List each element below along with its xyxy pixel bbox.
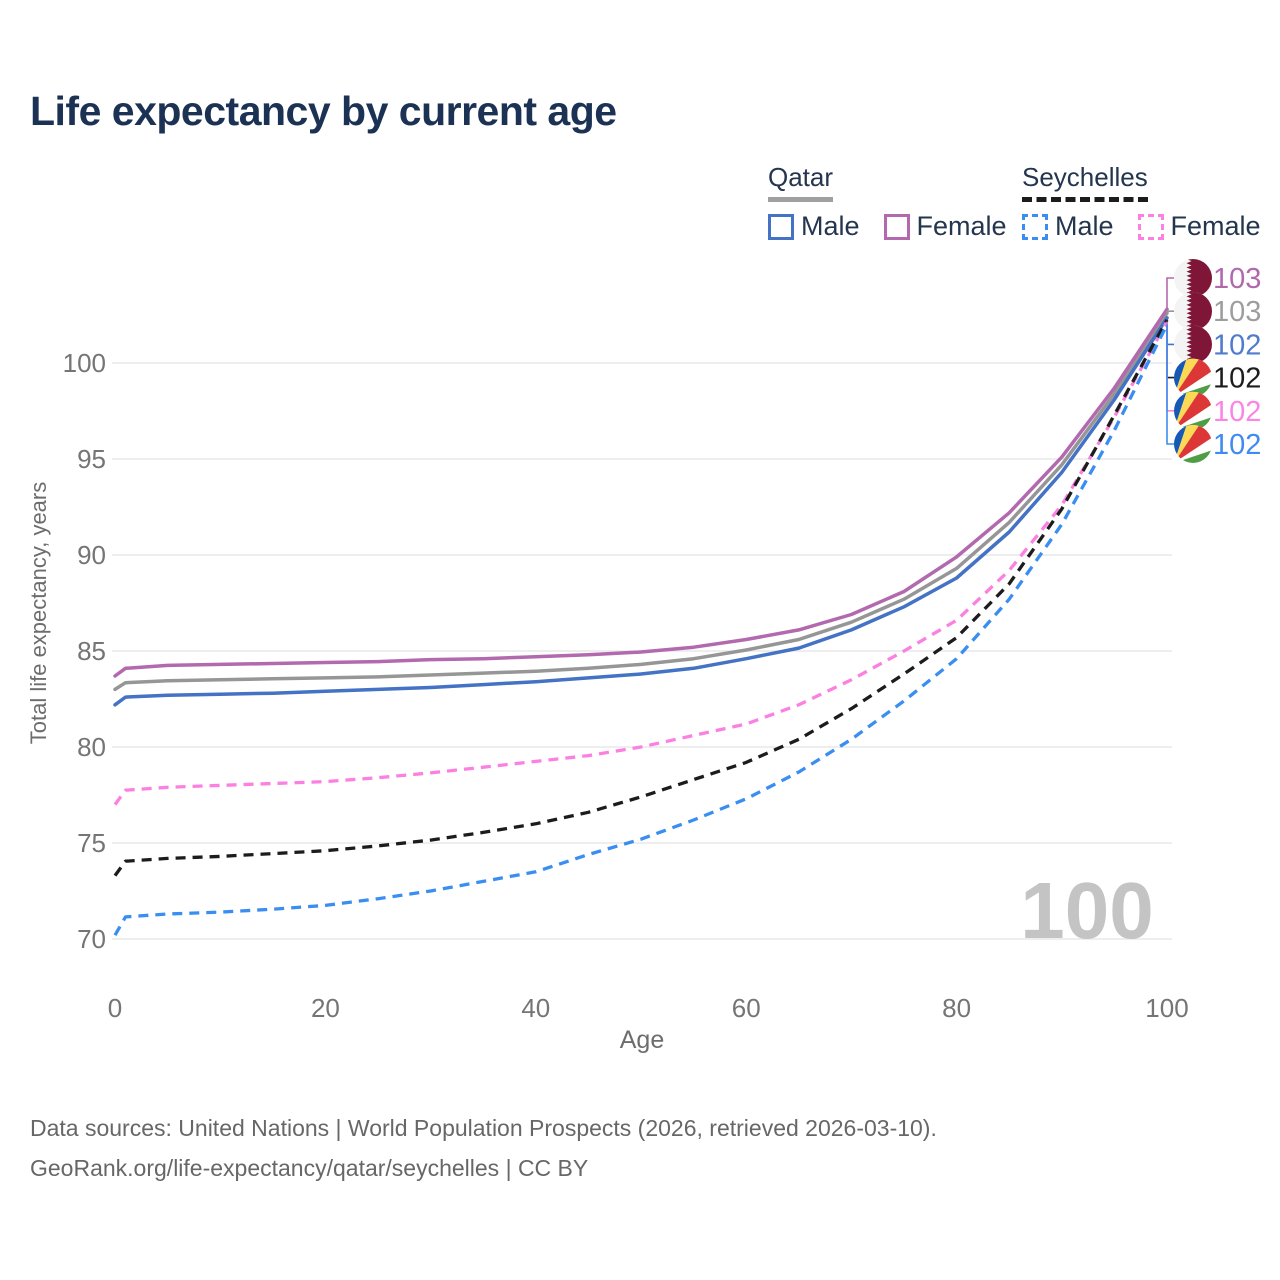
legend-country-qatar: Qatar (768, 162, 834, 202)
x-tick-label: 0 (108, 993, 122, 1023)
end-label-leader-seychelles-male (1166, 324, 1174, 445)
end-label-value-qatar-all: 103 (1213, 296, 1261, 328)
x-tick-label: 20 (311, 993, 340, 1023)
page-title: Life expectancy by current age (30, 88, 617, 134)
x-tick-label: 100 (1145, 993, 1188, 1023)
legend-label-qatar-female: Female (916, 211, 1007, 241)
y-tick-label: 85 (77, 636, 106, 666)
y-tick-label: 95 (77, 444, 106, 474)
legend-country-seychelles: Seychelles (1022, 162, 1148, 202)
seychelles-flag-icon (1174, 392, 1212, 430)
y-tick-label: 90 (77, 540, 106, 570)
y-tick-label: 75 (77, 828, 106, 858)
legend-swatch-qatar-male (768, 213, 794, 240)
series-line-qatar-all (113, 311, 1169, 692)
end-label-leader-seychelles-female (1166, 321, 1174, 412)
end-label-value-seychelles-all: 102 (1213, 363, 1261, 395)
end-label-leader-qatar-all (1166, 310, 1174, 314)
legend-group-seychelles: Seychelles Male Female (1022, 162, 1280, 242)
legend-label-seychelles-female: Female (1170, 211, 1261, 241)
end-label-leader-qatar-female (1166, 277, 1174, 310)
x-tick-label: 40 (521, 993, 550, 1023)
footer-sources: Data sources: United Nations | World Pop… (30, 1115, 937, 1141)
end-label-value-qatar-female: 103 (1213, 263, 1261, 295)
y-axis-title: Total life expectancy, years (26, 482, 51, 745)
legend-label-seychelles-male: Male (1055, 211, 1114, 241)
x-tick-label: 60 (732, 993, 761, 1023)
watermark-age: 100 (1020, 866, 1153, 955)
end-label-leader-seychelles-all (1166, 319, 1174, 379)
x-tick-label: 80 (942, 993, 971, 1023)
legend-swatch-seychelles-male (1022, 213, 1048, 240)
series-line-seychelles-female (113, 320, 1169, 806)
legend-label-qatar-male: Male (801, 211, 860, 241)
qatar-flag-icon (1174, 325, 1212, 363)
legend-swatch-seychelles-female (1137, 213, 1164, 240)
qatar-flag-icon (1174, 292, 1212, 330)
series-line-seychelles-all (113, 319, 1169, 877)
legend-group-qatar: Qatar Male Female (768, 162, 1031, 242)
end-label-value-seychelles-male: 102 (1213, 429, 1261, 461)
end-label-value-seychelles-female: 102 (1213, 396, 1261, 428)
seychelles-flag-icon (1174, 425, 1212, 463)
y-tick-label: 80 (77, 732, 106, 762)
qatar-flag-icon (1174, 259, 1212, 297)
footer-attribution: GeoRank.org/life-expectancy/qatar/seyche… (30, 1155, 589, 1181)
end-label-value-qatar-male: 102 (1213, 329, 1261, 361)
series-line-seychelles-male (113, 323, 1169, 937)
series-line-qatar-female (113, 307, 1169, 678)
series-line-qatar-male (113, 316, 1169, 707)
end-label-leader-qatar-male (1166, 317, 1174, 346)
seychelles-flag-icon (1174, 359, 1212, 397)
y-tick-label: 100 (63, 348, 106, 378)
footer: Data sources: United Nations | World Pop… (30, 1108, 937, 1188)
x-axis-title: Age (620, 1026, 664, 1054)
y-tick-label: 70 (77, 924, 106, 954)
legend-swatch-qatar-female (883, 213, 910, 240)
